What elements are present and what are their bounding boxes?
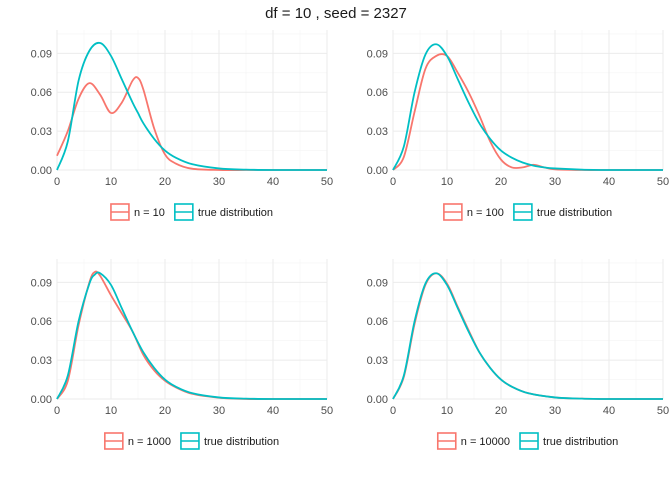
series-line-true-distribution (56, 41, 327, 171)
y-tick-label: 0.06 (367, 316, 388, 328)
legend-label: true distribution (198, 207, 273, 219)
series-line-true-distribution (392, 43, 663, 171)
y-tick-label: 0.09 (31, 277, 52, 289)
y-tick-label: 0.03 (367, 355, 388, 367)
x-tick-label: 30 (213, 405, 225, 417)
y-tick-label: 0.06 (367, 87, 388, 99)
x-tick-label: 50 (657, 176, 669, 188)
series-line-true-distribution (56, 271, 327, 400)
x-tick-label: 10 (105, 405, 117, 417)
x-tick-label: 0 (54, 176, 60, 188)
x-tick-label: 30 (213, 176, 225, 188)
y-tick-label: 0.09 (31, 48, 52, 60)
legend-label: n = 10000 (461, 436, 510, 448)
y-tick-label: 0.09 (367, 48, 388, 60)
legend-label: true distribution (204, 436, 279, 448)
y-tick-label: 0.00 (31, 394, 52, 406)
x-tick-label: 30 (549, 405, 561, 417)
y-tick-label: 0.09 (367, 277, 388, 289)
x-tick-label: 30 (549, 176, 561, 188)
chart-panel-bottom-left: 0 10 20 30 40 50 0.00 0.03 0.06 0.09 n = 1000 true … (31, 259, 333, 450)
x-tick-label: 50 (321, 176, 333, 188)
x-tick-label: 40 (267, 405, 279, 417)
x-tick-label: 20 (495, 176, 507, 188)
chart-panel-top-left: 0 10 20 30 40 50 0.00 0.03 0.06 0.09 n = 10 true di… (31, 30, 333, 221)
legend: n = 10000 true distribution (436, 432, 618, 450)
x-tick-label: 50 (657, 405, 669, 417)
x-tick-label: 0 (54, 405, 60, 417)
y-tick-label: 0.06 (31, 316, 52, 328)
y-tick-label: 0.03 (31, 355, 52, 367)
x-tick-label: 20 (159, 176, 171, 188)
legend-label: true distribution (537, 207, 612, 219)
legend: n = 10 true distribution (110, 203, 273, 221)
x-tick-label: 20 (159, 405, 171, 417)
y-tick-label: 0.00 (31, 165, 52, 177)
x-tick-label: 40 (267, 176, 279, 188)
legend-label: n = 1000 (128, 436, 171, 448)
x-tick-label: 10 (105, 176, 117, 188)
x-tick-label: 40 (603, 405, 615, 417)
chart-panel-top-right: 0 10 20 30 40 50 0.00 0.03 0.06 0.09 n = 100 true d… (367, 30, 669, 221)
legend-label: true distribution (543, 436, 618, 448)
legend-label: n = 10 (134, 207, 165, 219)
x-tick-label: 20 (495, 405, 507, 417)
legend-label: n = 100 (467, 207, 504, 219)
chart-panel-bottom-right: 0 10 20 30 40 50 0.00 0.03 0.06 0.09 n = 10000 true… (367, 259, 669, 450)
figure-title: df = 10 , seed = 2327 (265, 5, 407, 22)
x-tick-label: 10 (441, 176, 453, 188)
x-tick-label: 50 (321, 405, 333, 417)
panels-container: 0 10 20 30 40 50 0.00 0.03 0.06 0.09 n = 10 true di… (31, 30, 669, 450)
y-tick-label: 0.00 (367, 394, 388, 406)
y-tick-label: 0.03 (31, 126, 52, 138)
y-tick-label: 0.06 (31, 87, 52, 99)
x-tick-label: 0 (390, 176, 396, 188)
legend: n = 1000 true distribution (104, 432, 279, 450)
y-tick-label: 0.00 (367, 165, 388, 177)
x-tick-label: 40 (603, 176, 615, 188)
legend: n = 100 true distribution (443, 203, 612, 221)
x-tick-label: 10 (441, 405, 453, 417)
y-tick-label: 0.03 (367, 126, 388, 138)
series-line-true-distribution (392, 272, 663, 400)
x-tick-label: 0 (390, 405, 396, 417)
